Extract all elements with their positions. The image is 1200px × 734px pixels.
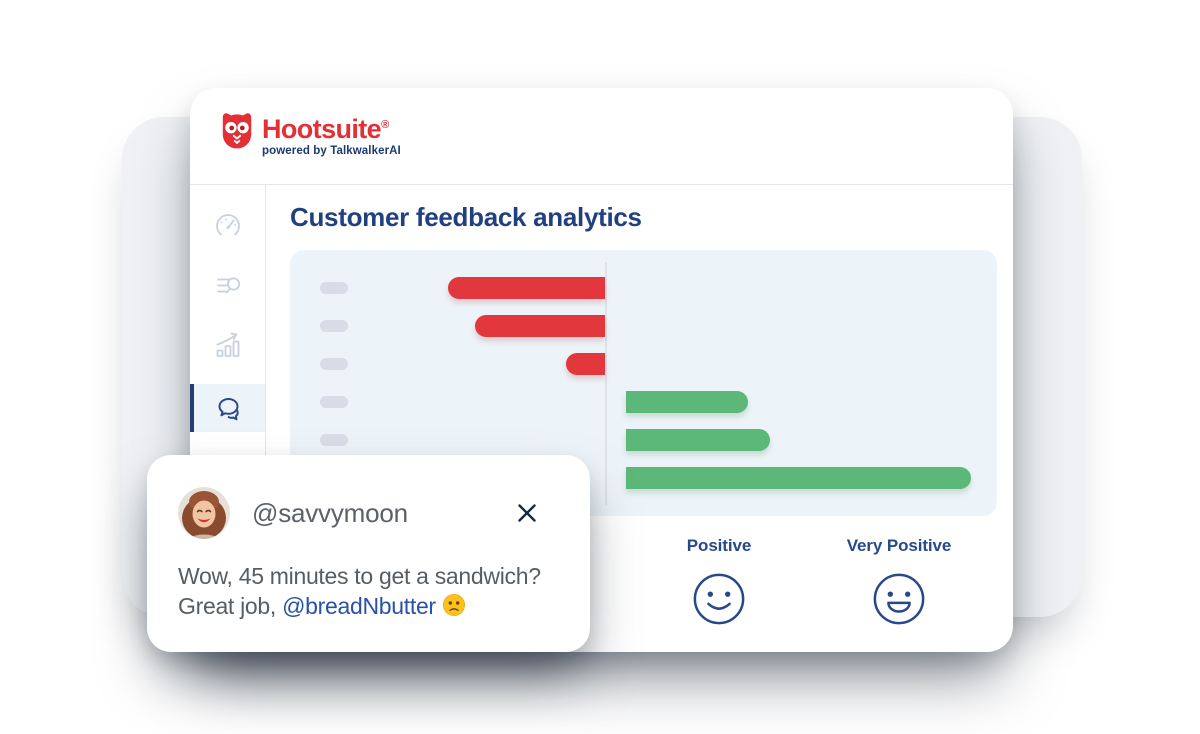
sentiment-bar-positive [626, 467, 971, 489]
confused-face-emoji [442, 594, 465, 616]
chat-bubbles-icon [218, 398, 239, 421]
sentiment-bar-negative [475, 315, 605, 337]
smiley-very-positive-icon [873, 573, 925, 625]
sentiment-label: Very Positive [846, 536, 952, 555]
sentiment-bar-negative [448, 277, 605, 299]
avatar [178, 487, 230, 539]
close-icon [518, 504, 536, 522]
close-button[interactable] [516, 502, 538, 524]
message-line-1: Wow, 45 minutes to get a sandwich? [178, 563, 541, 589]
brand-wordmark: Hootsuite® [262, 114, 389, 144]
list-search-icon [216, 277, 240, 294]
row-label-skeleton [320, 358, 348, 370]
gauge-icon [215, 214, 240, 236]
message-line-2: Great job, @breadNbutter [178, 591, 541, 621]
row-label-skeleton [320, 396, 348, 408]
sidebar-item-listening-search[interactable] [190, 261, 265, 309]
chart-axis [605, 262, 607, 505]
sidebar-divider [265, 184, 266, 652]
sentiment-bar-positive [626, 391, 748, 413]
mention-card-header: @savvymoon [178, 487, 538, 539]
sentiment-bar-negative [566, 353, 605, 375]
sentiment-positive: Positive [634, 536, 804, 626]
sentiment-bar-positive [626, 429, 770, 451]
mention-card: @savvymoon Wow, 45 minutes to get a sand… [147, 455, 590, 652]
sidebar-item-conversations[interactable] [190, 384, 265, 432]
hootsuite-logo: Hootsuite® powered by TalkwalkerAI [219, 110, 401, 157]
trend-bar-chart-icon [216, 332, 239, 357]
owl-icon [222, 113, 252, 149]
registered-mark: ® [381, 119, 389, 131]
row-label-skeleton [320, 434, 348, 446]
sentiment-label: Positive [686, 536, 752, 555]
sidebar-item-analytics[interactable] [190, 321, 265, 369]
header-divider [190, 184, 1013, 185]
mention-message: Wow, 45 minutes to get a sandwich? Great… [178, 561, 541, 621]
mention-link[interactable]: @breadNbutter [282, 593, 436, 619]
row-label-skeleton [320, 320, 348, 332]
brand-tagline: powered by TalkwalkerAI [262, 145, 401, 157]
page-title: Customer feedback analytics [290, 202, 642, 232]
sidebar-item-dashboard[interactable] [190, 202, 265, 250]
row-label-skeleton [320, 282, 348, 294]
username: @savvymoon [252, 497, 408, 528]
sentiment-very-positive: Very Positive [814, 536, 984, 626]
smiley-positive-icon [693, 573, 745, 625]
